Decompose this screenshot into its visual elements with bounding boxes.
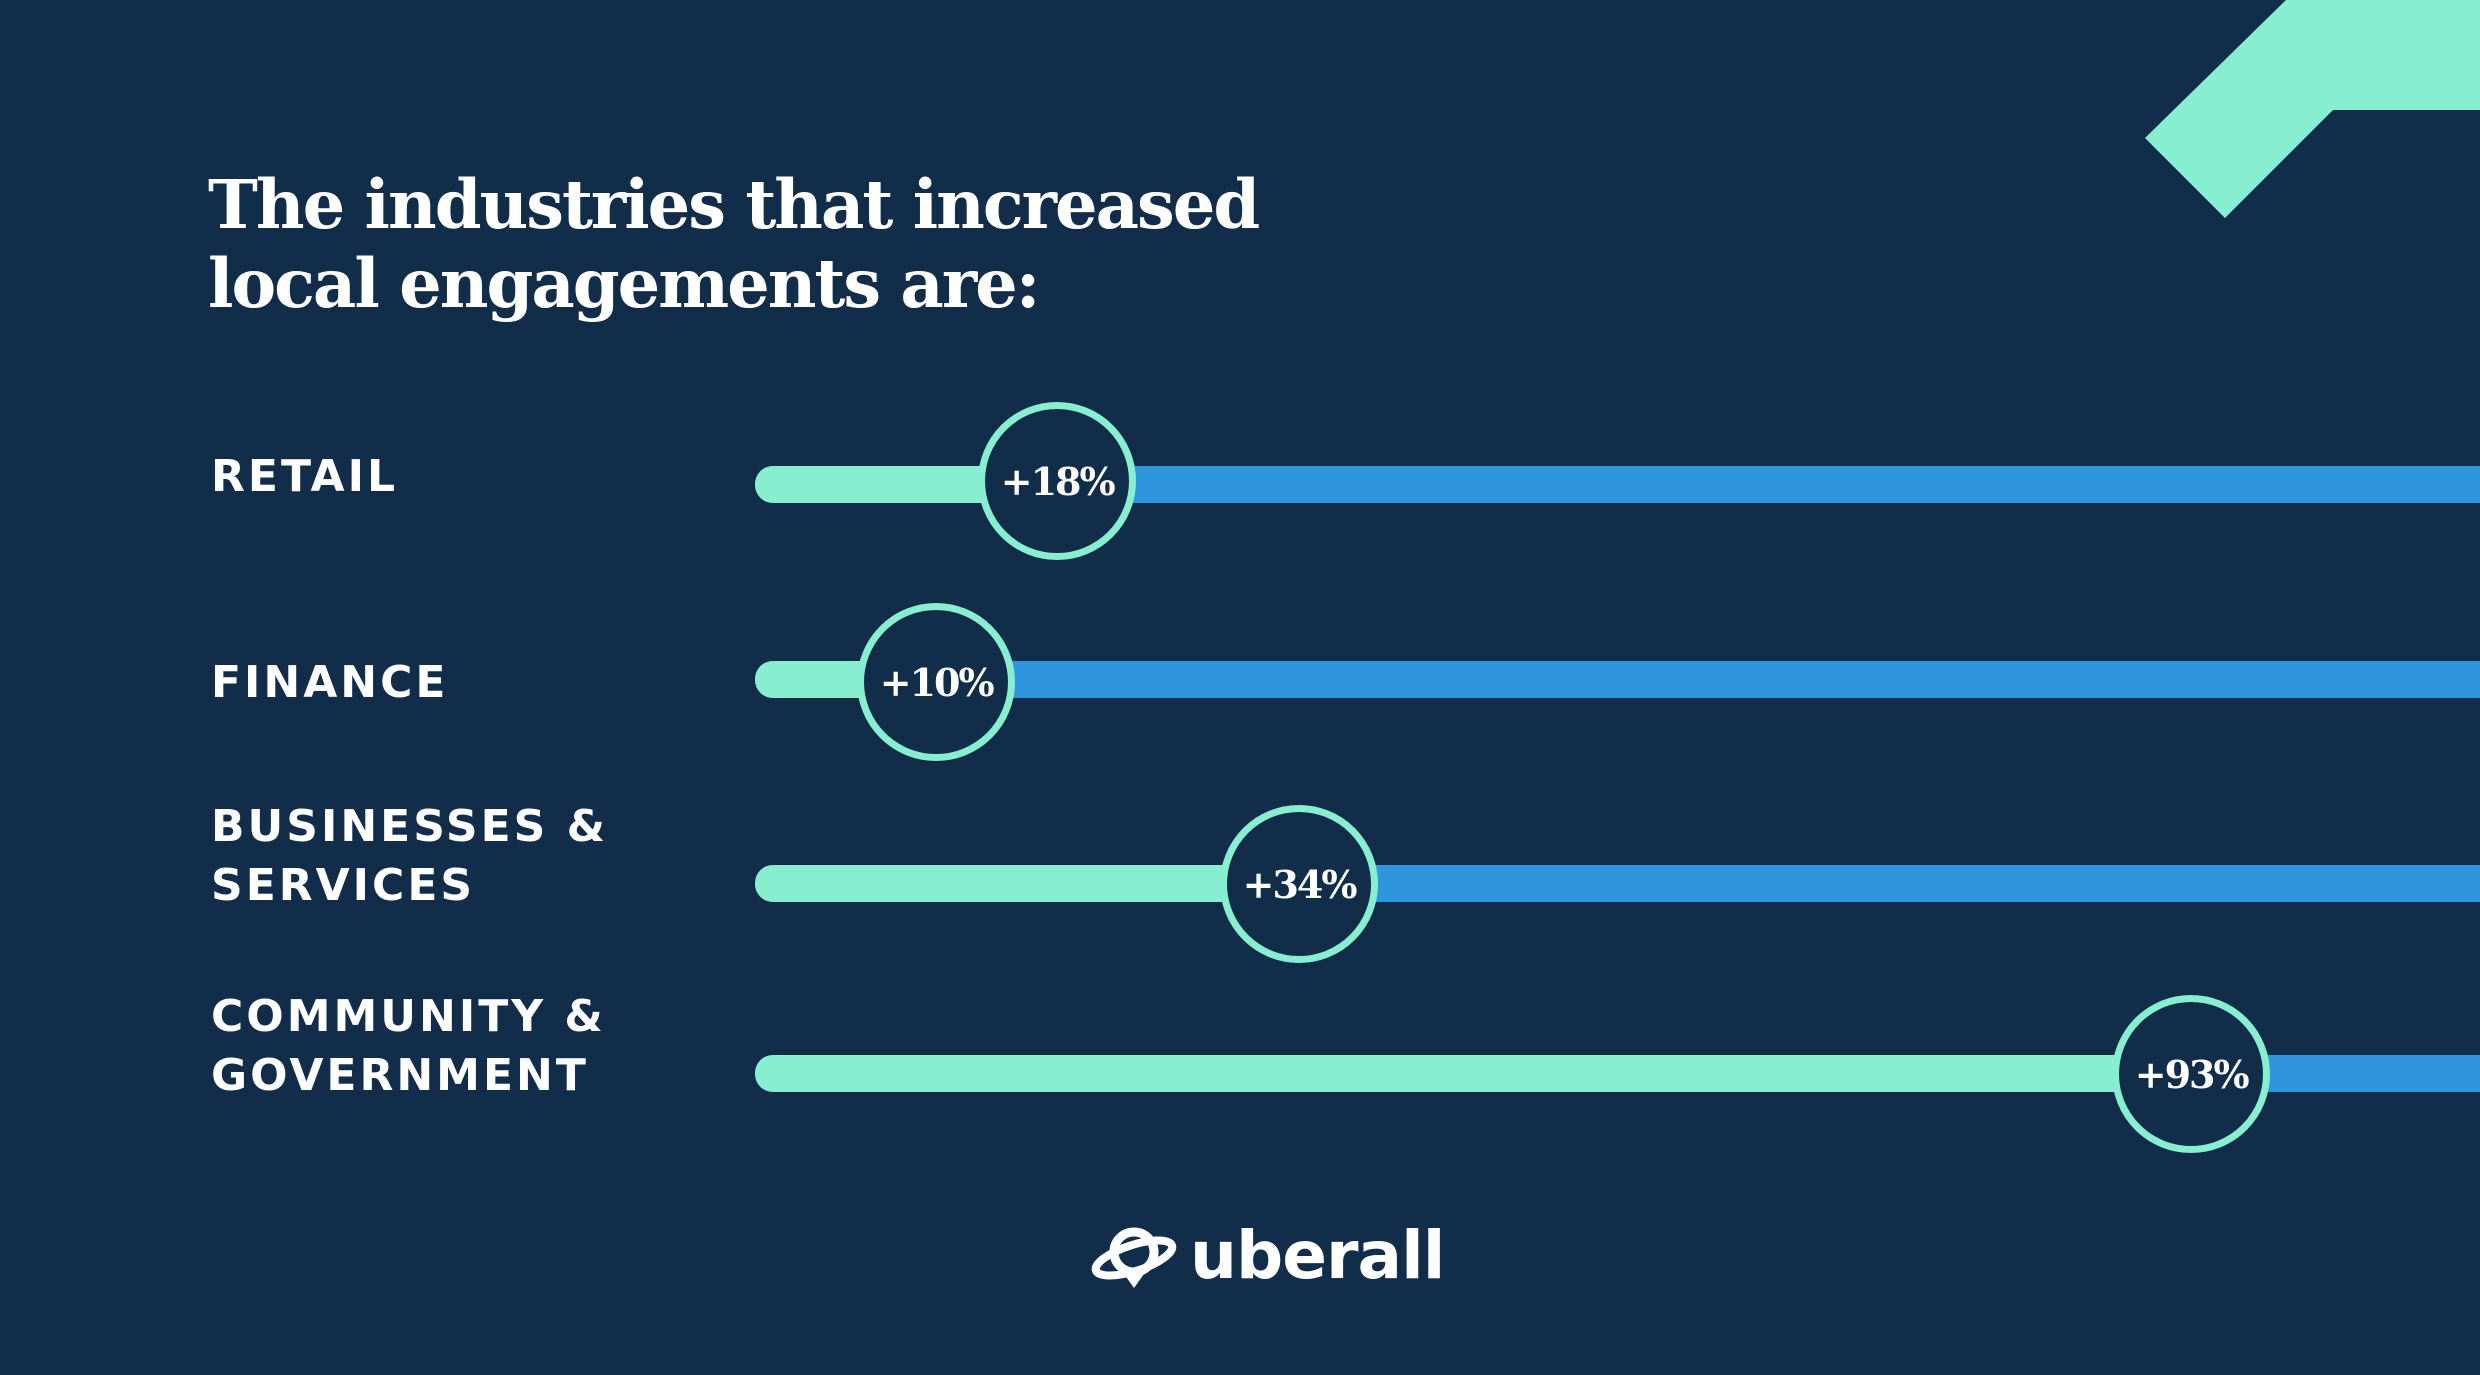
category-label-line: SERVICES	[211, 860, 476, 911]
category-label-community-government: COMMUNITY & GOVERNMENT	[211, 987, 606, 1105]
category-label-finance: FINANCE	[211, 653, 448, 712]
bar-track-businesses-services	[755, 865, 2480, 902]
category-label-line: BUSINESSES &	[211, 801, 609, 852]
page-title: The industries that increased local enga…	[208, 165, 1260, 323]
category-label-line: COMMUNITY &	[211, 991, 606, 1042]
bar-fill-businesses-services	[755, 865, 1300, 902]
category-label-retail: RETAIL	[211, 447, 398, 506]
title-line-2: local engagements are:	[208, 244, 1041, 323]
title-line-1: The industries that increased	[208, 165, 1260, 244]
corner-chevron-icon	[2145, 0, 2480, 218]
brand-name: uberall	[1190, 1217, 1445, 1294]
value-marker-community-government: +93%	[2112, 995, 2271, 1153]
value-marker-finance: +10%	[857, 603, 1016, 761]
planet-icon	[1091, 1227, 1177, 1288]
bar-fill-community-government	[755, 1055, 2192, 1092]
value-marker-retail: +18%	[978, 402, 1137, 560]
category-label-line: FINANCE	[211, 657, 449, 708]
value-marker-businesses-services: +34%	[1220, 805, 1379, 963]
category-label-line: GOVERNMENT	[211, 1050, 589, 1101]
brand-logo: uberall	[1088, 1217, 1445, 1294]
category-label-line: RETAIL	[211, 451, 398, 502]
category-label-businesses-services: BUSINESSES & SERVICES	[211, 797, 608, 915]
